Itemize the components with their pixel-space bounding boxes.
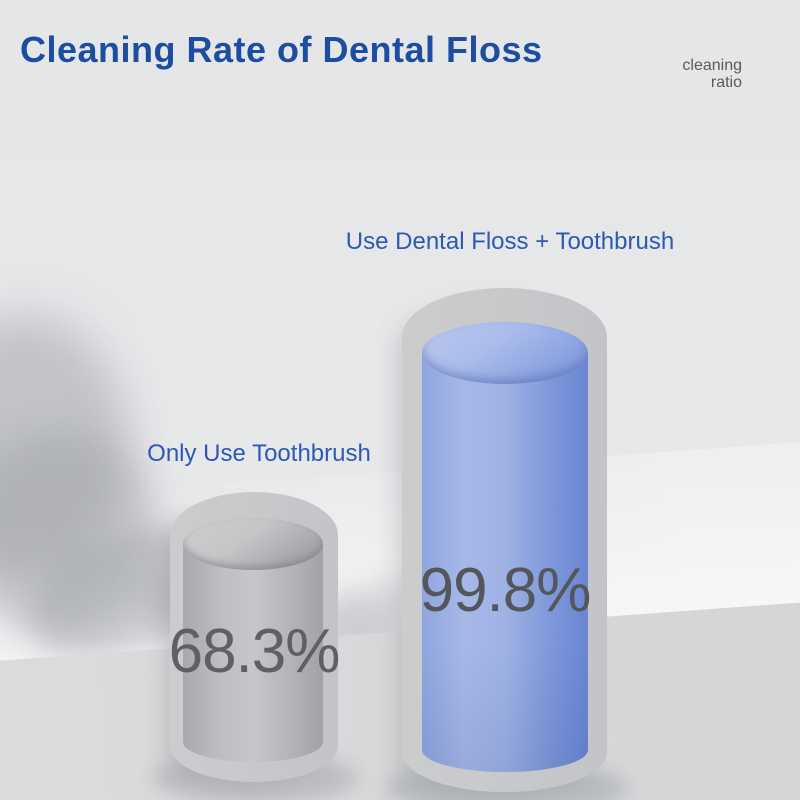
cleaning-ratio-note: cleaning ratio [682,57,742,91]
bar-value-floss-toothbrush: 99.8% [419,556,592,625]
page-title: Cleaning Rate of Dental Floss [20,29,543,71]
plant-shadow-blob [0,430,160,640]
bar-fill-top-ellipse [183,518,323,570]
bar-fill-top-ellipse [422,322,588,384]
bar-fill-floss-toothbrush [422,352,588,772]
cleaning-ratio-note-line: cleaning [682,57,742,74]
bar-fill-only-toothbrush [183,544,323,762]
cleaning-ratio-note-line: ratio [710,74,742,91]
bar-label-only-toothbrush: Only Use Toothbrush [147,440,371,467]
bar-label-floss-toothbrush: Use Dental Floss + Toothbrush [345,228,675,255]
bar-value-only-toothbrush: 68.3% [168,617,341,686]
